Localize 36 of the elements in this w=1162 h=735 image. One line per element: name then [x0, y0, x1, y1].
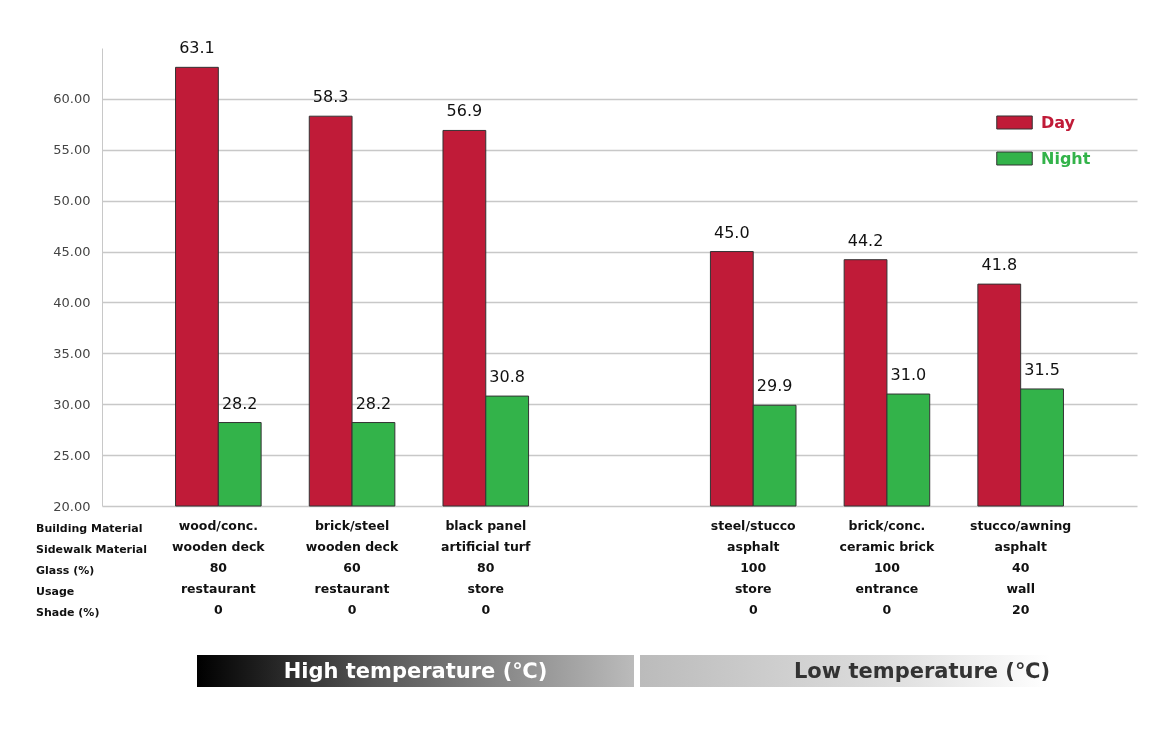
y-tick-label: 60.00 — [53, 91, 91, 107]
x-tick-label: stucco/awning asphalt 40 wall 20 — [970, 517, 1072, 617]
y-tick-label: 20.00 — [53, 498, 91, 514]
data-label: 29.9 — [756, 376, 793, 396]
y-tick-label: 55.00 — [53, 142, 91, 158]
data-label: 56.9 — [446, 101, 483, 121]
x-tick-label: wood/conc. wooden deck 80 restaurant 0 — [172, 517, 266, 617]
x-tick-label: steel/stucco asphalt 100 store 0 — [710, 517, 797, 617]
legend-label: Day — [1041, 112, 1076, 132]
y-tick-label: 35.00 — [53, 345, 91, 361]
data-label: 30.8 — [489, 367, 525, 387]
data-label: 44.2 — [847, 230, 884, 250]
y-tick-label: 45.00 — [53, 244, 91, 260]
x-tick-label: brick/steel wooden deck 60 restaurant 0 — [305, 517, 400, 617]
y-tick-label: 50.00 — [53, 193, 91, 209]
legend-label: Night — [1041, 148, 1091, 168]
text: Building Material — [36, 522, 143, 535]
data-label: 63.1 — [179, 38, 215, 58]
data-label: 41.8 — [981, 255, 1018, 275]
x-tick-label: black panel artificial turf 80 store 0 — [441, 517, 532, 617]
text: High temperature (℃) — [197, 655, 634, 687]
data-label: 45.0 — [714, 222, 750, 242]
text: Usage — [36, 585, 75, 598]
text: Shade (%) — [36, 606, 100, 619]
data-label: 31.5 — [1024, 359, 1060, 379]
text: Low temperature (℃) — [640, 655, 1050, 687]
data-label: 31.0 — [890, 365, 927, 385]
data-label: 28.2 — [221, 393, 258, 413]
y-tick-label: 40.00 — [53, 294, 91, 310]
x-tick-label: brick/conc. ceramic brick 100 entrance 0 — [839, 517, 935, 617]
data-label: 28.2 — [355, 393, 392, 413]
text: Sidewalk Material — [36, 543, 148, 556]
y-tick-label: 25.00 — [53, 447, 91, 463]
data-label: 58.3 — [312, 87, 349, 107]
text: Glass (%) — [36, 564, 95, 577]
y-tick-label: 30.00 — [53, 396, 91, 412]
